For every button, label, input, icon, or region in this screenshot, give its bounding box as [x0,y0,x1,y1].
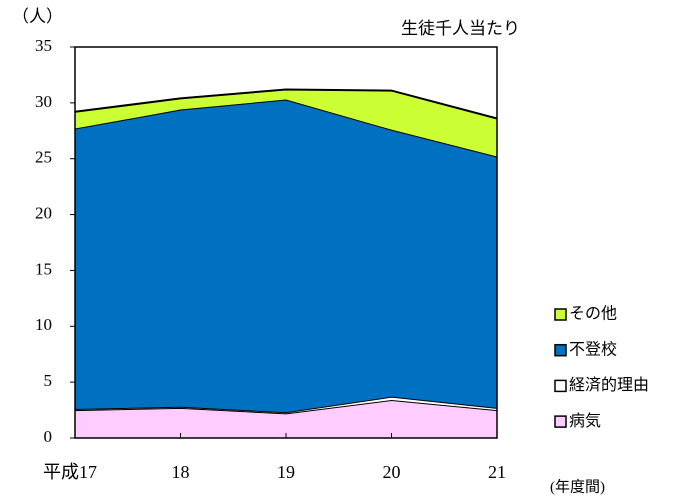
area [75,400,497,438]
x-unit-label: (年度間) [550,478,605,495]
y-tick-label: 20 [35,203,52,222]
area-edge [74,88,498,120]
y-tick-label: 5 [44,371,53,390]
legend-label: 経済的理由 [569,376,649,394]
y-unit-label: （人） [12,7,63,26]
legend-label: 不登校 [569,340,617,358]
y-tick-label: 25 [35,148,52,167]
x-tick-label: 20 [383,462,401,482]
y-tick-label: 0 [44,427,53,446]
legend-label: 病気 [569,412,601,430]
x-tick-label: 19 [277,462,295,482]
x-tick-label: 18 [172,462,190,482]
legend-swatch [554,379,567,393]
legend-swatch [554,343,567,357]
x-tick-label: 平成17 [43,462,97,482]
area [75,99,497,413]
legend-label: その他 [569,305,617,323]
y-tick-label: 10 [35,315,52,334]
y-tick-label: 30 [35,92,52,111]
subtitle: 生徒千人当たり [401,19,520,38]
y-tick-label: 35 [35,36,52,55]
area [75,89,497,157]
x-tick-label: 21 [488,462,506,482]
legend-swatch [554,415,567,428]
y-tick-label: 15 [35,259,52,278]
legend-swatch [554,308,567,321]
